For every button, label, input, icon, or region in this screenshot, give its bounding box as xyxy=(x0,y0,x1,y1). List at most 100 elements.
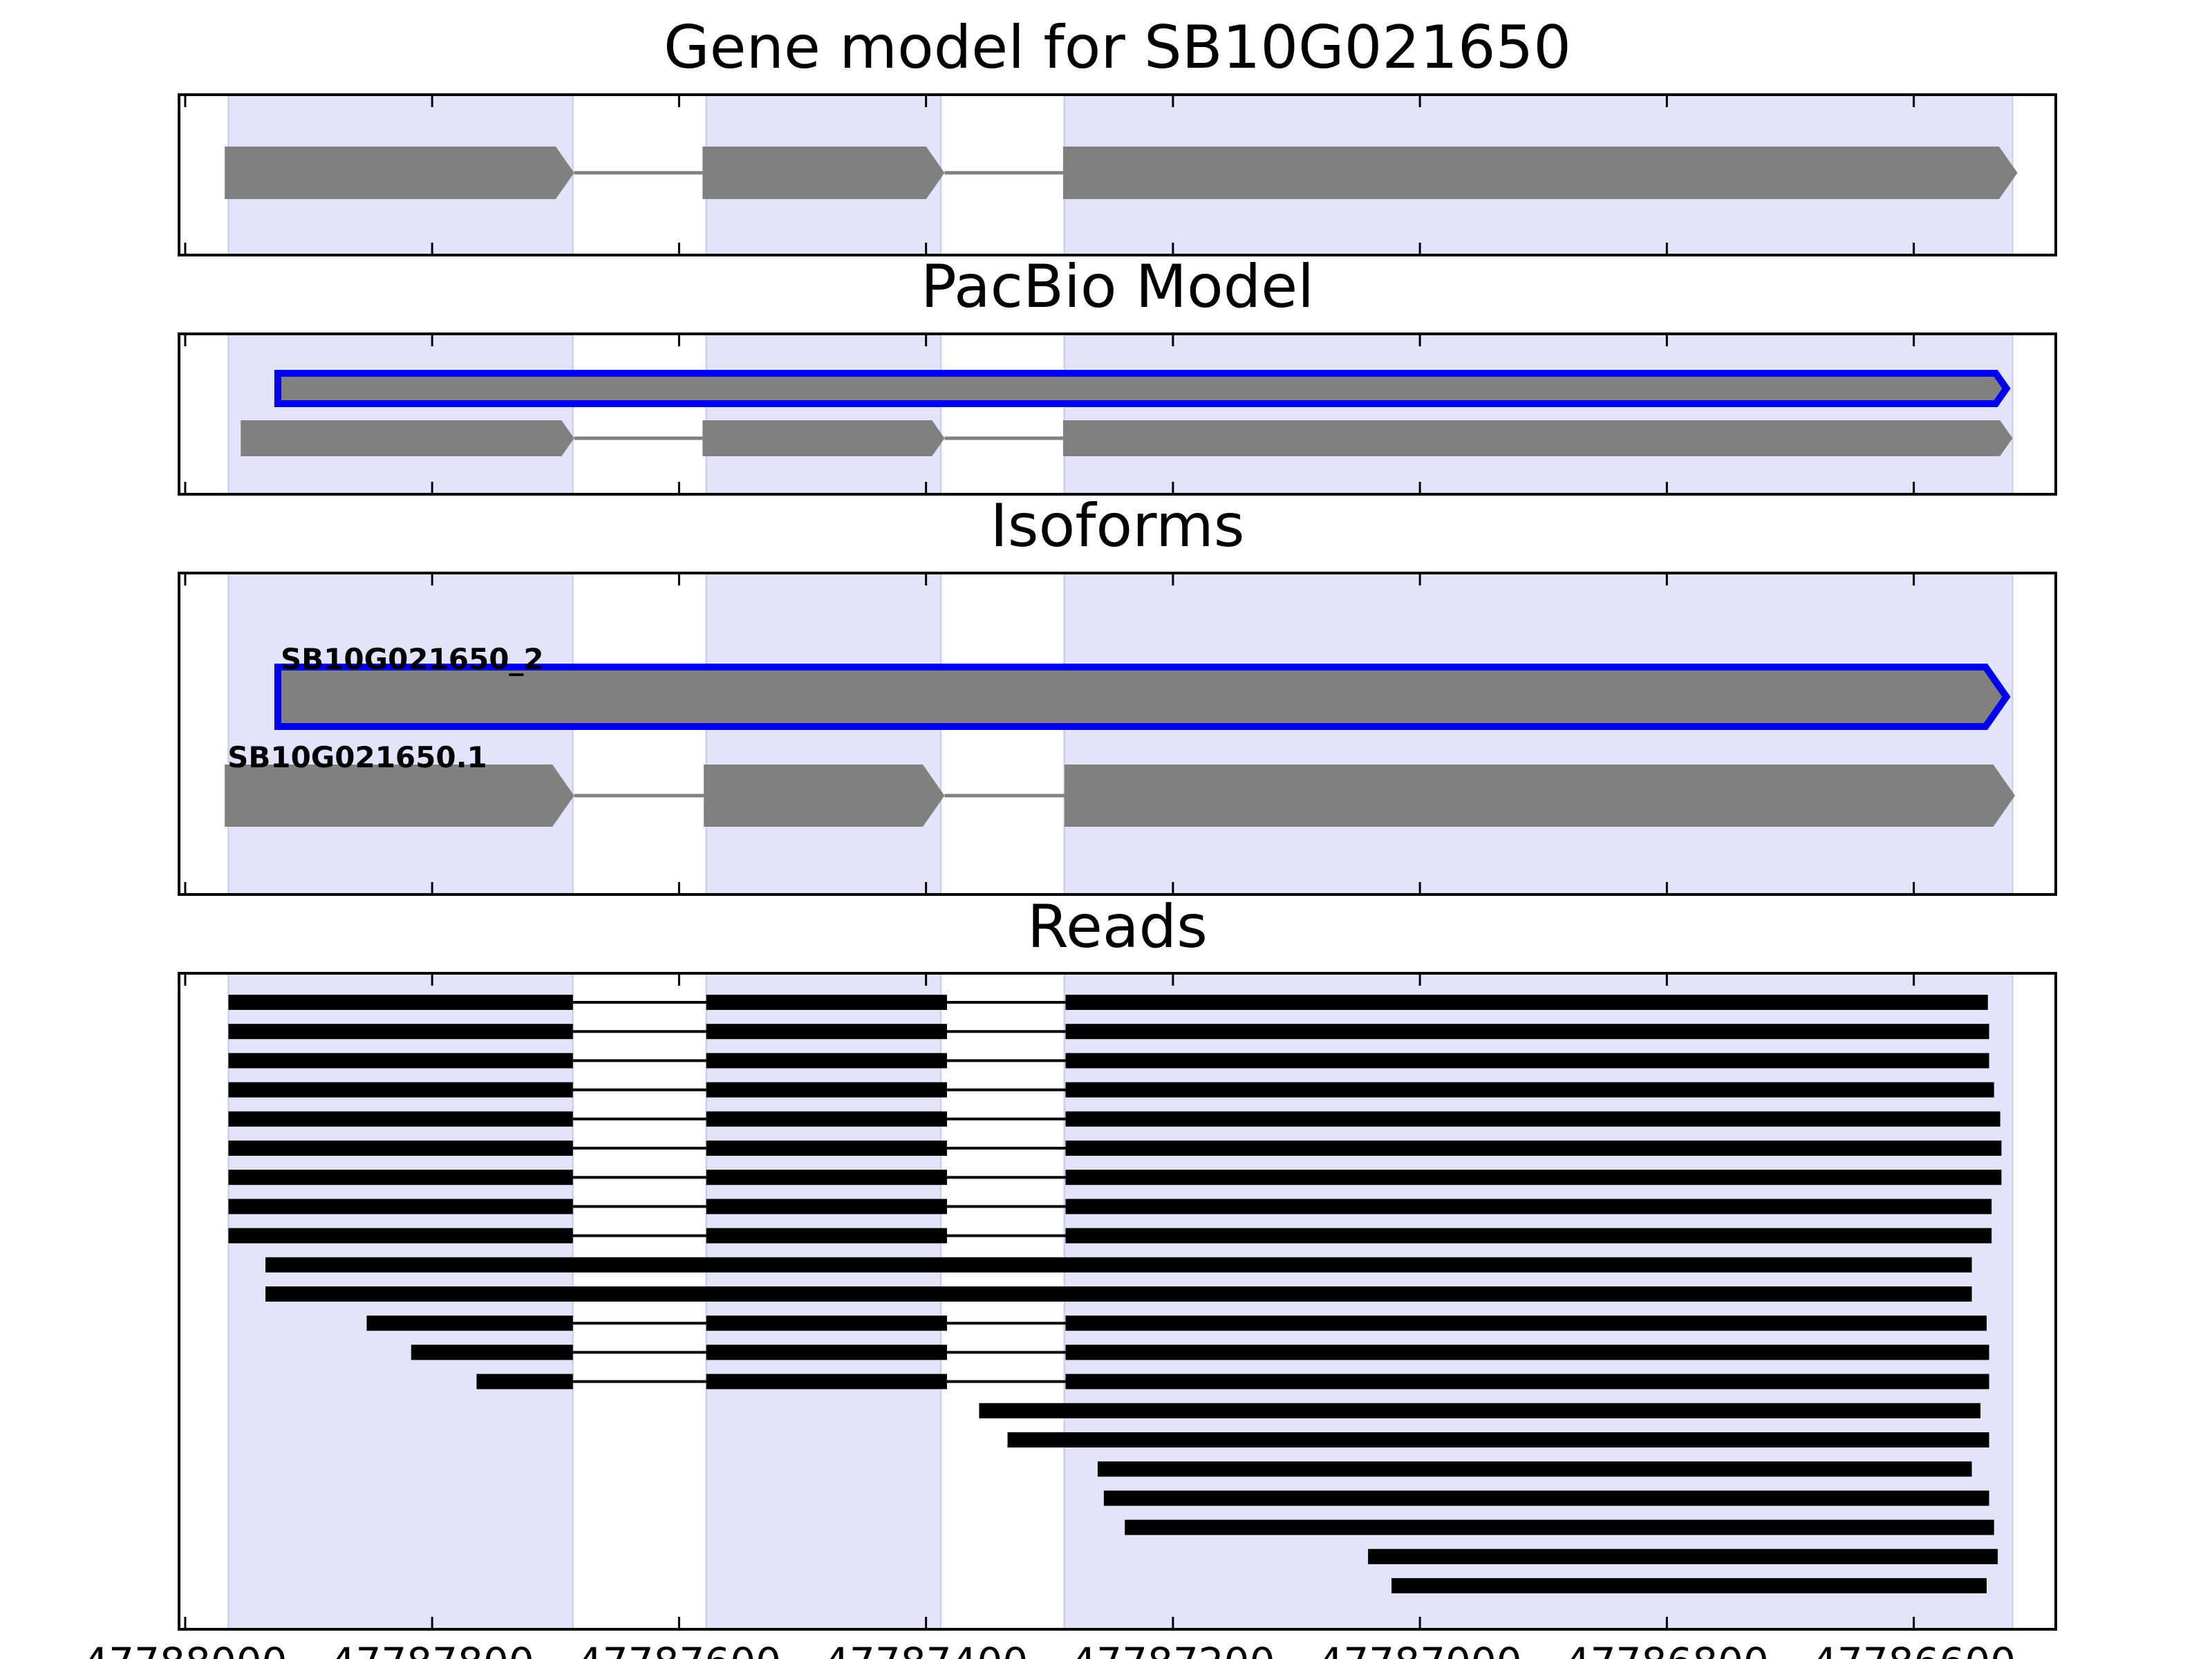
read-exon xyxy=(1065,1024,1989,1040)
read-row xyxy=(265,1286,1972,1302)
read-exon xyxy=(1065,1315,1987,1331)
read-exon xyxy=(1007,1432,1989,1447)
read-exon xyxy=(1065,1111,2000,1127)
pacbio-model-exon xyxy=(702,420,945,456)
read-exon xyxy=(706,1053,948,1069)
read-exon xyxy=(366,1315,573,1331)
read-row xyxy=(265,1257,1972,1273)
read-exon xyxy=(1065,1170,2002,1185)
read-exon xyxy=(706,1315,948,1331)
read-exon xyxy=(706,1082,948,1098)
panel-title: Gene model for SB10G021650 xyxy=(664,13,1571,82)
read-row xyxy=(1007,1432,1989,1447)
x-tick-label: 47786800 xyxy=(1565,1639,1769,1659)
isoform-exon xyxy=(274,664,2011,730)
read-row xyxy=(228,1024,1989,1040)
read-exon xyxy=(1065,1344,1989,1360)
read-exon xyxy=(228,1024,573,1040)
x-tick-label: 47788000 xyxy=(83,1639,287,1659)
exon-highlight-band xyxy=(227,572,574,895)
read-exon xyxy=(476,1374,573,1389)
read-exon xyxy=(706,1024,948,1040)
read-row xyxy=(228,1141,2002,1156)
read-exon xyxy=(706,1344,948,1360)
read-exon xyxy=(228,1111,573,1127)
read-exon xyxy=(1103,1490,1989,1506)
feature xyxy=(225,147,2018,199)
read-exon xyxy=(706,995,948,1010)
read-row xyxy=(228,1082,1994,1098)
x-tick-label: 47787000 xyxy=(1318,1639,1522,1659)
read-exon xyxy=(706,1228,948,1244)
read-row xyxy=(228,1053,1989,1069)
read-row xyxy=(228,1228,1992,1244)
read-row xyxy=(1391,1578,1987,1593)
panel-frame xyxy=(178,972,2057,1631)
panel-frame xyxy=(178,332,2057,496)
isoform-exon xyxy=(225,765,574,827)
exon-highlight-band xyxy=(227,333,574,495)
gene-model-exon xyxy=(1062,147,2018,199)
read-exon xyxy=(1065,1374,1989,1389)
pacbio-model-exon xyxy=(241,420,574,456)
panel-reads: Reads xyxy=(178,892,2057,1631)
panel-frame xyxy=(178,93,2057,256)
read-exon xyxy=(706,1374,948,1389)
read-exon xyxy=(1065,1082,1994,1098)
read-exon xyxy=(1391,1578,1987,1593)
x-tick-label: 47787800 xyxy=(330,1639,534,1659)
panel-gene-model: Gene model for SB10G021650 xyxy=(178,13,2057,256)
read-exon xyxy=(1065,1141,2002,1156)
read-exon xyxy=(1368,1548,1998,1564)
read-exon xyxy=(228,1141,573,1156)
read-row xyxy=(228,1170,2002,1185)
read-row xyxy=(411,1344,1989,1360)
read-exon xyxy=(1125,1519,1994,1535)
gene-model-exon xyxy=(702,147,945,199)
x-tick-label: 47786600 xyxy=(1812,1639,2016,1659)
read-row xyxy=(1103,1490,1989,1506)
read-row xyxy=(366,1315,1987,1331)
exon-highlight-band xyxy=(705,333,942,495)
read-exon xyxy=(228,995,573,1010)
panel-title: Isoforms xyxy=(990,491,1244,561)
feature xyxy=(241,420,2013,456)
read-row xyxy=(476,1374,1989,1389)
read-row xyxy=(1097,1461,1972,1477)
read-exon xyxy=(228,1228,573,1244)
x-tick-label: 47787600 xyxy=(577,1639,781,1659)
x-tick-label: 47787200 xyxy=(1071,1639,1275,1659)
pacbio-model-exon xyxy=(1062,420,2013,456)
panel-title: PacBio Model xyxy=(921,252,1314,321)
read-exon xyxy=(1097,1461,1972,1477)
feature xyxy=(274,664,2011,730)
read-exon xyxy=(1065,1053,1989,1069)
feature xyxy=(274,370,2011,407)
x-tick-label: 47787400 xyxy=(824,1639,1028,1659)
read-exon xyxy=(979,1403,1981,1418)
read-row xyxy=(228,995,1988,1010)
read-exon xyxy=(1065,1228,1992,1244)
pacbio-read-exon xyxy=(274,370,2011,407)
read-row xyxy=(228,1111,2000,1127)
feature xyxy=(225,765,2016,827)
read-exon xyxy=(228,1199,573,1215)
exon-highlight-band xyxy=(1063,333,2014,495)
read-exon xyxy=(411,1344,573,1360)
isoform-label: SB10G021650.1 xyxy=(227,740,487,774)
panel-pacbio-model: PacBio Model xyxy=(178,252,2057,496)
read-exon xyxy=(228,1170,573,1185)
read-exon xyxy=(1065,995,1988,1010)
read-exon xyxy=(265,1257,1972,1273)
read-exon xyxy=(706,1199,948,1215)
isoform-label: SB10G021650_2 xyxy=(281,642,544,676)
read-row xyxy=(979,1403,1981,1418)
read-row xyxy=(228,1199,1992,1215)
read-exon xyxy=(265,1286,1972,1302)
read-exon xyxy=(706,1111,948,1127)
isoform-exon xyxy=(704,765,945,827)
exon-highlight-band xyxy=(1063,572,2014,895)
gene-model-exon xyxy=(225,147,574,199)
exon-highlight-band xyxy=(705,572,942,895)
